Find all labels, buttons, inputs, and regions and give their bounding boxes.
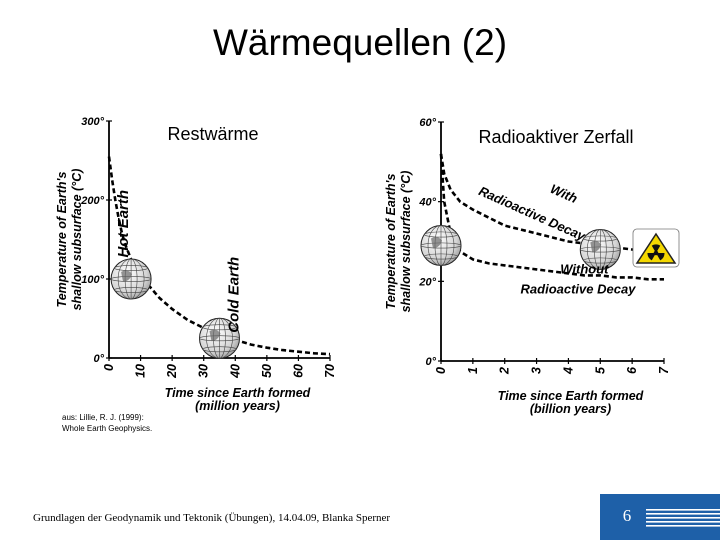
stripes-decoration [646, 509, 720, 527]
series-line-0 [107, 156, 331, 356]
residual-heat-chart: 0° 100° 200° 300° 0 10 20 30 40 50 60 70 Temperature… [55, 116, 337, 413]
y-axis-title-line: Temperature of Earth's [55, 172, 69, 308]
globe-icon-landmass [209, 329, 221, 342]
x-axis-title-line: (billion years) [530, 402, 611, 416]
globe-icon [579, 228, 621, 270]
annotation-label: Radioactive Decay [521, 281, 637, 296]
x-tick-label: 6 [625, 366, 639, 374]
y-axis-title-line: shallow subsurface (°C) [399, 171, 413, 313]
x-tick-label: 0 [102, 364, 116, 371]
series-line-1 [439, 153, 664, 281]
x-axis-title-line: Time since Earth formed [165, 386, 311, 400]
x-tick-label: 0 [434, 367, 448, 374]
page-number: 6 [622, 506, 632, 525]
globe-icon-landmass [590, 240, 602, 253]
x-tick-label: 70 [323, 364, 337, 378]
source-line-1: aus: Lillie, R. J. (1999): [62, 413, 144, 422]
y-axis-title-line: shallow subsurface (°C) [70, 169, 84, 311]
chart-overlay-label-bg [163, 122, 263, 146]
globe-icon [199, 317, 240, 359]
x-tick-label: 30 [197, 364, 211, 378]
globe-icon [420, 224, 462, 266]
annotation-label: With [548, 181, 580, 206]
y-tick-label: 100° [81, 274, 104, 286]
x-tick-label: 1 [466, 367, 480, 374]
globe-icon [110, 258, 152, 300]
x-tick-label: 40 [228, 364, 242, 379]
chart-overlay-label: Radioaktiver Zerfall [478, 127, 633, 147]
globe-icon-landmass [121, 270, 133, 282]
y-tick-label: 0° [93, 353, 104, 365]
x-tick-label: 10 [134, 364, 148, 378]
source-line-2: Whole Earth Geophysics. [62, 424, 153, 433]
x-tick-label: 50 [260, 364, 274, 378]
slide-title: Wärmequellen (2) [212, 22, 508, 63]
y-tick-label: 200° [80, 195, 104, 207]
y-tick-label: 40° [418, 197, 436, 209]
radioactive-decay-chart: 0° 20° 40° 60° 0 1 2 3 4 5 6 7 Temperature of Earth'… [384, 117, 671, 416]
chart-overlay-label-bg [474, 125, 638, 149]
chart-overlay-label: Restwärme [167, 124, 258, 144]
x-tick-label: 60 [291, 364, 305, 378]
annotation-label: Cold Earth [225, 257, 242, 333]
y-tick-label: 60° [419, 117, 436, 129]
y-tick-label: 20° [418, 276, 436, 288]
x-tick-label: 7 [657, 366, 671, 374]
x-tick-label: 5 [593, 366, 607, 374]
footer-text: Grundlagen der Geodynamik und Tektonik (… [33, 512, 391, 524]
x-tick-label: 3 [530, 367, 544, 374]
series-line-0 [439, 153, 665, 255]
y-axis-title-line: Temperature of Earth's [384, 174, 398, 310]
radiation-hazard-icon [632, 228, 680, 268]
x-tick-label: 4 [561, 367, 575, 375]
y-tick-label: 0° [425, 356, 436, 368]
page-number-box [600, 494, 720, 540]
x-axis-title-line: Time since Earth formed [498, 389, 644, 403]
x-tick-label: 20 [165, 364, 179, 379]
x-axis-title-line: (million years) [195, 399, 280, 413]
source-citation: aus: Lillie, R. J. (1999): Whole Earth G… [62, 412, 152, 434]
y-tick-label: 300° [81, 116, 104, 128]
x-tick-label: 2 [498, 367, 512, 375]
globe-icon-landmass [431, 236, 442, 249]
annotation-label: Hot Earth [115, 190, 132, 258]
annotation-label: Without [560, 261, 609, 276]
